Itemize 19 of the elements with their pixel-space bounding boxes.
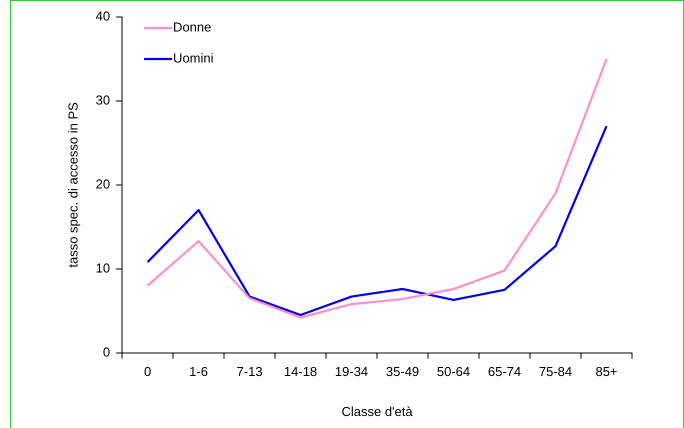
x-tick-label: 85+ [595,364,618,380]
x-tick-label: 14-18 [284,364,318,380]
x-tick-label: 7-13 [236,364,263,380]
y-tick-label: 20 [96,176,110,192]
x-tick-label: 65-74 [488,364,522,380]
x-tick-label: 19-34 [334,364,368,380]
y-tick-label: 30 [96,92,110,108]
x-tick-label: 75-84 [538,364,572,380]
x-tick-label: 50-64 [436,364,470,380]
y-tick-label: 0 [102,344,110,360]
legend-label: Uomini [173,50,214,66]
y-axis-title: tasso spec. di accesso in PS [65,102,80,268]
y-tick-label: 40 [96,8,110,24]
legend-label: Donne [173,20,212,35]
x-tick-label: 1-6 [189,364,208,380]
x-tick-label: 35-49 [386,364,420,380]
x-tick-label: 0 [144,364,152,380]
x-axis-title: Classe d'età [341,404,414,419]
y-tick-label: 10 [96,260,110,276]
